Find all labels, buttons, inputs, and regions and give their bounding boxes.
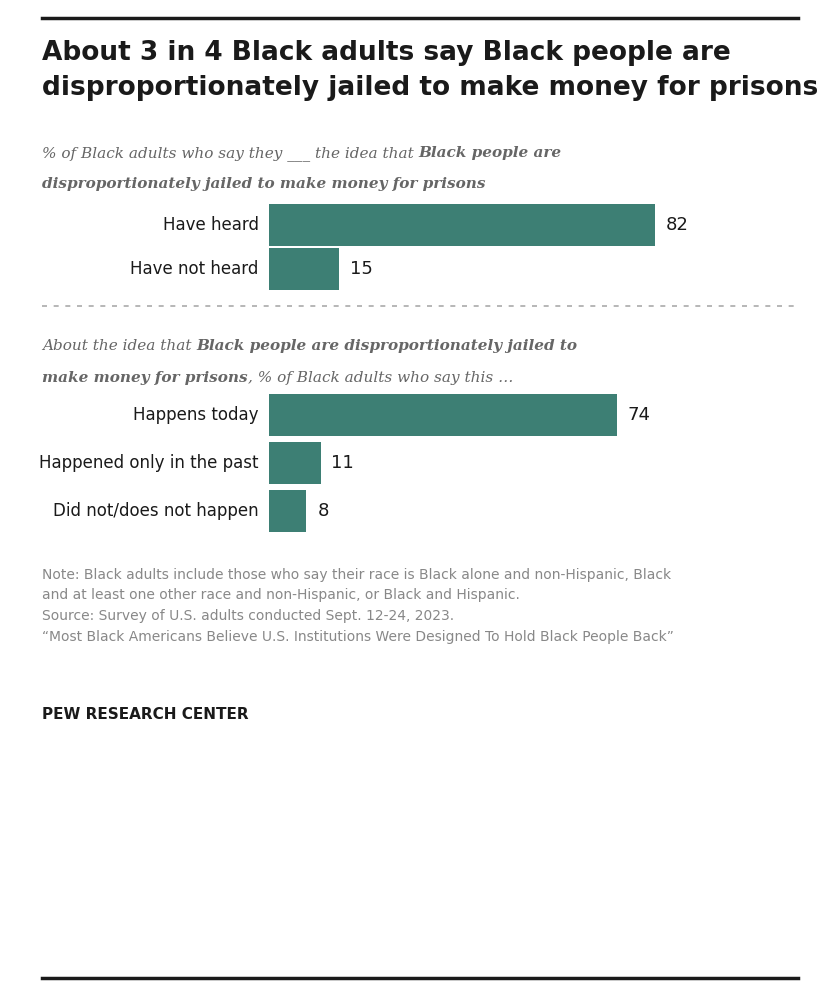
Text: 8: 8 xyxy=(318,502,328,520)
Text: make money for prisons: make money for prisons xyxy=(42,371,248,384)
Text: 74: 74 xyxy=(627,406,651,424)
Bar xyxy=(269,442,321,484)
Text: Black people are: Black people are xyxy=(418,146,562,160)
Text: Have heard: Have heard xyxy=(163,216,259,234)
Text: Black people are disproportionately jailed to: Black people are disproportionately jail… xyxy=(197,339,577,353)
Text: 11: 11 xyxy=(332,454,354,472)
Bar xyxy=(269,204,654,246)
Bar xyxy=(269,394,617,436)
Text: About the idea that: About the idea that xyxy=(42,339,197,353)
Text: Did not/does not happen: Did not/does not happen xyxy=(53,502,259,520)
Bar xyxy=(269,490,307,532)
Bar xyxy=(269,248,339,290)
Text: disproportionately jailed to make money for prisons: disproportionately jailed to make money … xyxy=(42,177,486,191)
Text: About 3 in 4 Black adults say Black people are: About 3 in 4 Black adults say Black peop… xyxy=(42,40,731,66)
Text: disproportionately jailed to make money for prisons: disproportionately jailed to make money … xyxy=(42,75,818,101)
Text: 82: 82 xyxy=(665,216,688,234)
Text: Have not heard: Have not heard xyxy=(130,260,259,278)
Text: 15: 15 xyxy=(350,260,373,278)
Text: Happened only in the past: Happened only in the past xyxy=(39,454,259,472)
Text: , % of Black adults who say this …: , % of Black adults who say this … xyxy=(248,371,513,384)
Text: Happens today: Happens today xyxy=(134,406,259,424)
Text: PEW RESEARCH CENTER: PEW RESEARCH CENTER xyxy=(42,707,249,722)
Text: Note: Black adults include those who say their race is Black alone and non-Hispa: Note: Black adults include those who say… xyxy=(42,568,674,643)
Text: % of Black adults who say they ___ the idea that: % of Black adults who say they ___ the i… xyxy=(42,146,418,161)
